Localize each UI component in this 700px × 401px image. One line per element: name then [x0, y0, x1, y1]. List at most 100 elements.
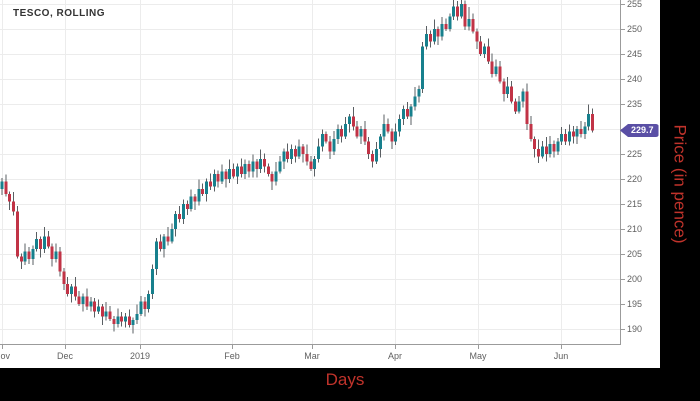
candle-down	[201, 189, 205, 194]
x-tick-mark	[65, 345, 66, 349]
candle-up	[421, 46, 425, 89]
candle-down	[490, 61, 494, 74]
candle-up	[189, 196, 193, 209]
v-gridline	[312, 0, 313, 344]
candle-up	[452, 6, 456, 17]
candle-down	[100, 306, 104, 317]
candle-up	[320, 134, 324, 147]
h-gridline	[0, 228, 620, 230]
candle-down	[579, 129, 583, 134]
candle-up	[23, 251, 27, 262]
candle-up	[332, 139, 336, 152]
candle-up	[81, 296, 85, 304]
candle-up	[43, 236, 46, 249]
candle-up	[70, 286, 73, 294]
y-tick-label: 195	[627, 299, 643, 309]
candle-up	[135, 314, 139, 320]
v-gridline	[478, 0, 479, 344]
candle-up	[494, 66, 498, 74]
y-tick-label: 215	[627, 199, 643, 209]
h-gridline	[0, 3, 620, 5]
candle-up	[54, 251, 58, 259]
candle-up	[282, 151, 286, 162]
candle-down	[390, 131, 394, 142]
candle-down	[571, 131, 575, 137]
h-gridline	[0, 128, 620, 130]
candle-down	[216, 174, 220, 182]
candle-down	[328, 141, 332, 152]
candle-down	[27, 251, 31, 259]
candle-down	[475, 31, 479, 42]
y-axis-title: Price (in pence)	[660, 0, 700, 368]
candle-up	[467, 19, 471, 27]
candle-down	[158, 241, 162, 249]
v-gridline	[140, 0, 141, 344]
y-axis-title-text: Price (in pence)	[671, 124, 690, 244]
v-gridline	[561, 0, 562, 344]
candle-down	[552, 144, 556, 152]
candle-down	[255, 161, 259, 169]
candle-down	[266, 166, 270, 174]
candle-up	[336, 129, 340, 139]
candle-up	[170, 229, 174, 242]
candle-down	[510, 86, 513, 102]
candle-down	[286, 151, 290, 159]
candle-up	[317, 146, 320, 159]
y-tick-label: 225	[627, 149, 643, 159]
candle-up	[0, 181, 4, 189]
candle-down	[193, 196, 197, 202]
h-gridline	[0, 278, 620, 280]
candle-down	[405, 109, 409, 117]
candle-up	[425, 34, 429, 47]
candle-down	[77, 296, 81, 304]
candle-up	[313, 159, 317, 169]
chart-plot-area[interactable]: TESCO, ROLLING	[0, 0, 621, 345]
candle-down	[301, 146, 305, 154]
candle-up	[151, 269, 154, 294]
candle-up	[483, 46, 486, 54]
candle-down	[224, 171, 228, 179]
candle-up	[521, 91, 525, 102]
candle-up	[116, 316, 120, 324]
candle-down	[591, 114, 595, 131]
candle-up	[398, 119, 402, 132]
y-tick-label: 200	[627, 274, 643, 284]
candle-down	[533, 139, 537, 149]
candle-up	[432, 29, 436, 42]
candle-up	[587, 114, 591, 127]
h-gridline	[0, 253, 620, 255]
h-gridline	[0, 178, 620, 180]
y-tick-mark	[621, 153, 625, 155]
candle-up	[556, 141, 560, 152]
candle-up	[540, 146, 544, 157]
candle-up	[394, 131, 398, 142]
h-gridline	[0, 53, 620, 55]
y-tick-mark	[621, 328, 625, 330]
candle-down	[247, 164, 251, 172]
candle-down	[463, 4, 467, 27]
candle-down	[324, 134, 328, 142]
candle-down	[513, 101, 517, 112]
candle-up	[290, 149, 293, 159]
candle-down	[367, 141, 371, 154]
candle-up	[344, 124, 347, 137]
candle-down	[62, 271, 66, 284]
x-tick-label: 2019	[129, 351, 151, 361]
candle-up	[124, 316, 127, 322]
candle-down	[185, 204, 189, 209]
x-tick-label: Jun	[553, 351, 569, 361]
candle-down	[529, 124, 533, 139]
x-tick-mark	[561, 345, 562, 349]
candle-up	[583, 126, 587, 134]
candle-down	[363, 129, 367, 142]
x-tick-label: Mar	[304, 351, 320, 361]
candle-up	[401, 109, 405, 119]
candle-up	[205, 181, 209, 194]
candle-down	[15, 211, 19, 257]
v-gridline	[65, 0, 66, 344]
y-tick-mark	[621, 3, 625, 5]
candle-down	[340, 129, 344, 137]
candle-down	[564, 134, 568, 142]
x-tick-mark	[478, 345, 479, 349]
candle-down	[112, 319, 116, 324]
